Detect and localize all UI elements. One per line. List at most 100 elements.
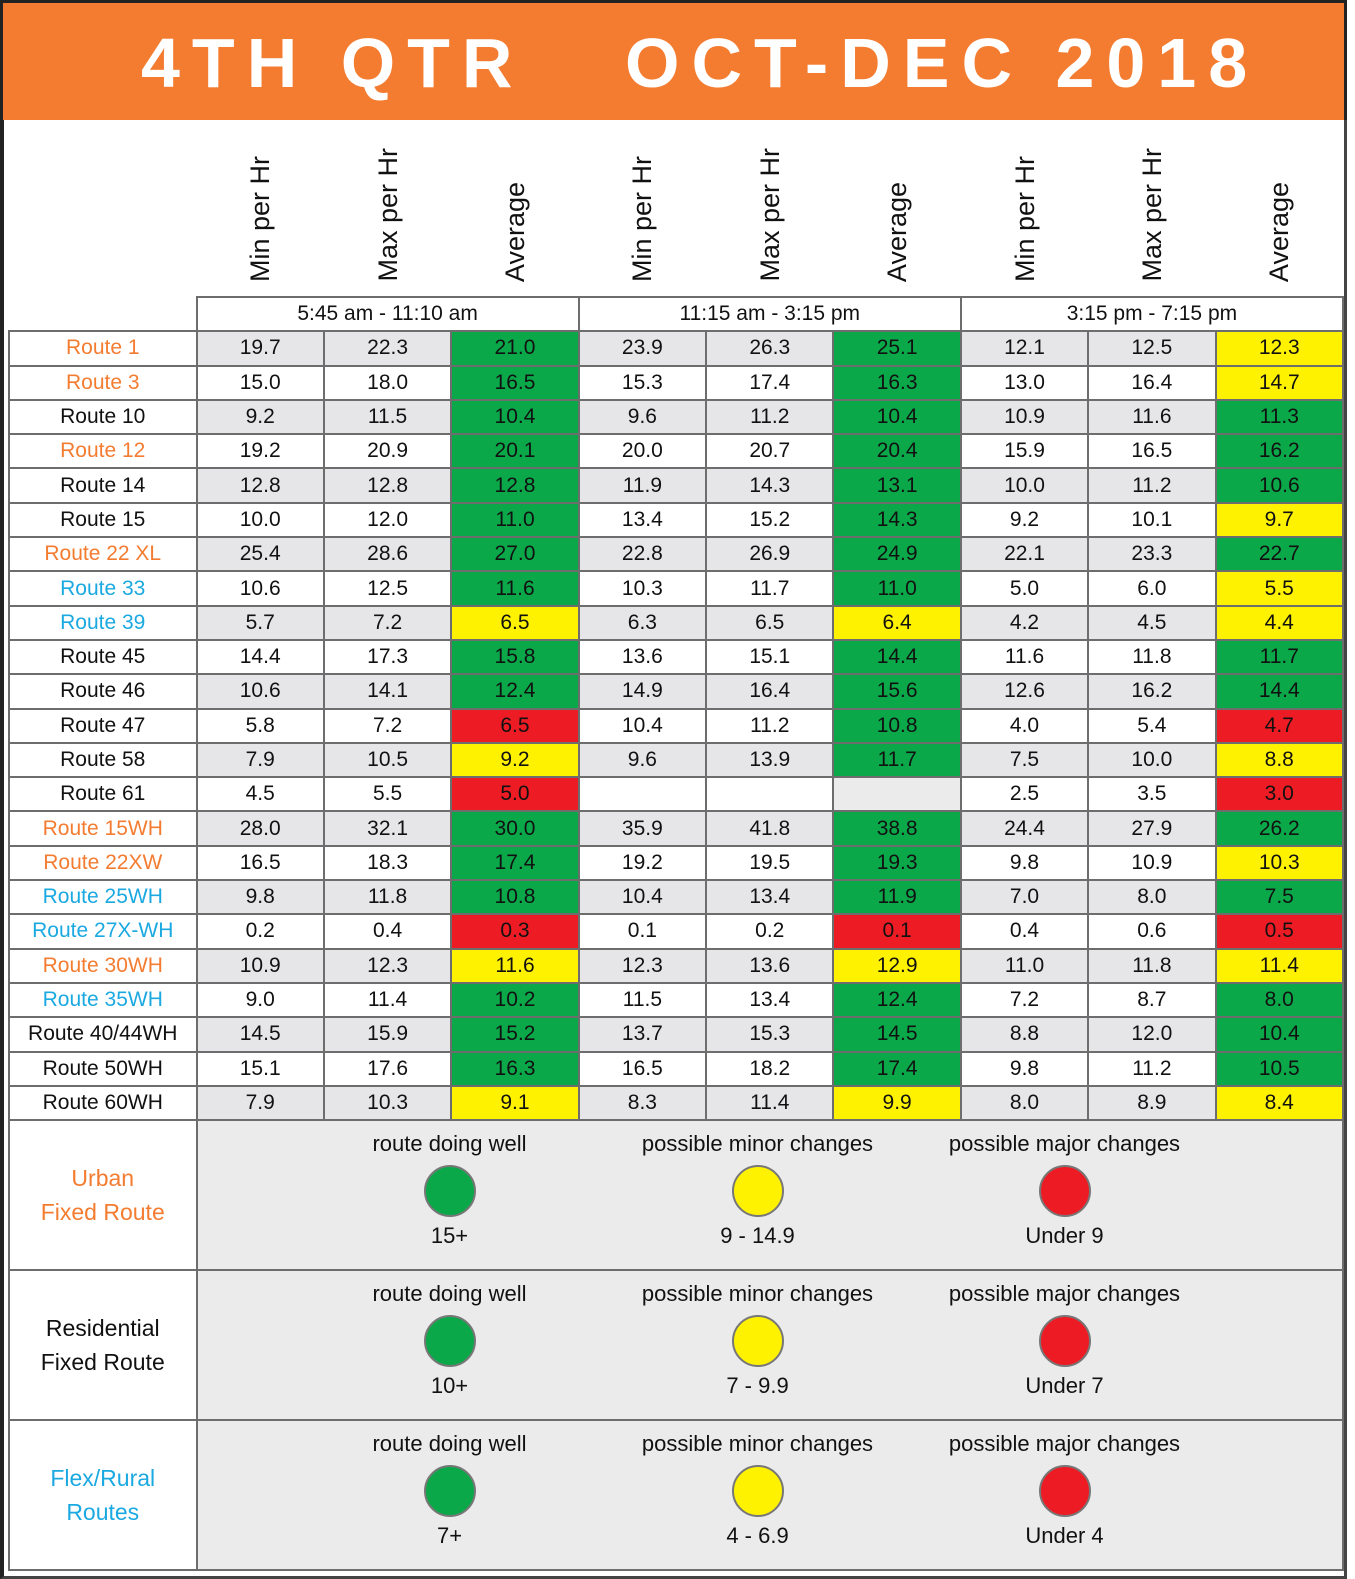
max-cell: 8.9 bbox=[1087, 1084, 1217, 1122]
max-cell bbox=[705, 776, 835, 813]
min-cell: 10.0 bbox=[195, 501, 325, 539]
min-cell: 5.8 bbox=[195, 707, 325, 744]
min-cell: 10.4 bbox=[577, 707, 708, 744]
min-cell: 10.9 bbox=[195, 947, 325, 984]
average-cell: 10.4 bbox=[832, 398, 962, 436]
route-name: Route 12 bbox=[8, 433, 198, 470]
legend-label: route doing well bbox=[372, 1431, 527, 1457]
min-cell: 8.8 bbox=[959, 1016, 1090, 1053]
max-cell: 8.0 bbox=[1087, 879, 1217, 916]
max-cell: 5.4 bbox=[1087, 707, 1217, 744]
min-cell: 22.1 bbox=[959, 536, 1090, 573]
table-row: Route 60WH 7.9 10.3 9.1 8.3 11.4 9.9 8.0 8.9 8.4 bbox=[8, 1084, 1345, 1122]
average-cell: 11.3 bbox=[1214, 398, 1345, 436]
status-circle-icon bbox=[1038, 1465, 1091, 1518]
min-cell: 10.6 bbox=[195, 673, 325, 710]
column-header: Average bbox=[451, 120, 578, 297]
average-cell: 19.3 bbox=[832, 844, 962, 882]
min-cell: 11.6 bbox=[959, 638, 1090, 676]
max-cell: 16.4 bbox=[705, 673, 835, 710]
average-cell: 11.6 bbox=[450, 570, 580, 607]
max-cell: 11.8 bbox=[1087, 947, 1217, 984]
average-cell: 16.3 bbox=[832, 364, 962, 401]
legend-category-line: Fixed Route bbox=[40, 1349, 165, 1376]
max-cell: 8.7 bbox=[1087, 981, 1217, 1019]
max-cell: 10.1 bbox=[1087, 501, 1217, 539]
max-cell: 11.6 bbox=[1087, 398, 1217, 436]
max-cell: 0.4 bbox=[322, 913, 453, 950]
average-cell: 16.5 bbox=[450, 364, 580, 401]
max-cell: 11.2 bbox=[1087, 467, 1217, 504]
table-row: Route 14 12.8 12.8 12.8 11.9 14.3 13.1 10.0 11.2… bbox=[8, 467, 1345, 504]
column-header-label: Max per Hr bbox=[372, 148, 403, 282]
column-header-label: Average bbox=[499, 181, 530, 282]
max-cell: 26.3 bbox=[705, 330, 835, 367]
quarter-title: 4TH QTR bbox=[141, 24, 525, 102]
average-cell: 20.4 bbox=[832, 433, 962, 470]
max-cell: 20.7 bbox=[705, 433, 835, 470]
average-cell: 11.7 bbox=[1214, 638, 1345, 676]
title-banner: 4TH QTR OCT-DEC 2018 bbox=[0, 0, 1347, 120]
min-cell: 4.2 bbox=[959, 604, 1090, 641]
max-cell: 10.3 bbox=[322, 1084, 453, 1122]
route-name: Route 3 bbox=[8, 364, 198, 401]
time-period-header: 5:45 am - 11:10 am bbox=[195, 295, 580, 333]
max-cell: 15.3 bbox=[705, 1016, 835, 1053]
max-cell: 28.6 bbox=[322, 536, 453, 573]
average-cell: 14.5 bbox=[832, 1016, 962, 1053]
column-header-label: Average bbox=[1264, 181, 1295, 282]
max-cell: 11.7 bbox=[705, 570, 835, 607]
min-cell: 12.1 bbox=[959, 330, 1090, 367]
legend-label: route doing well bbox=[372, 1131, 527, 1157]
legend-label: possible major changes bbox=[948, 1281, 1181, 1307]
legend-label: route doing well bbox=[372, 1281, 527, 1307]
max-cell: 18.0 bbox=[322, 364, 453, 401]
table-row: Route 61 4.5 5.5 5.0 2.5 3.5 3.0 bbox=[8, 776, 1345, 813]
min-cell: 13.0 bbox=[959, 364, 1090, 401]
min-cell: 9.6 bbox=[577, 741, 708, 779]
max-cell: 27.9 bbox=[1087, 810, 1217, 847]
max-cell: 5.5 bbox=[322, 776, 453, 813]
route-name: Route 46 bbox=[8, 673, 198, 710]
max-cell: 12.0 bbox=[1087, 1016, 1217, 1053]
max-cell: 11.5 bbox=[322, 398, 453, 436]
route-name: Route 22XW bbox=[8, 844, 198, 882]
table-row: Route 3 15.0 18.0 16.5 15.3 17.4 16.3 13.0 16.4 1… bbox=[8, 364, 1345, 401]
table-row: Route 46 10.6 14.1 12.4 14.9 16.4 15.6 12.6 16.2… bbox=[8, 673, 1345, 710]
min-cell: 12.8 bbox=[195, 467, 325, 504]
status-circle-icon bbox=[423, 1465, 476, 1518]
max-cell: 15.1 bbox=[705, 638, 835, 676]
average-cell: 17.4 bbox=[450, 844, 580, 882]
legend-range: 10+ bbox=[430, 1373, 469, 1399]
legend-label: possible minor changes bbox=[641, 1281, 874, 1307]
status-circle-icon bbox=[423, 1315, 476, 1368]
average-cell: 15.6 bbox=[832, 673, 962, 710]
max-cell: 13.4 bbox=[705, 981, 835, 1019]
min-cell: 25.4 bbox=[195, 536, 325, 573]
route-name: Route 61 bbox=[8, 776, 198, 813]
route-name: Route 39 bbox=[8, 604, 198, 641]
route-name: Route 27X-WH bbox=[8, 913, 198, 950]
min-cell: 8.3 bbox=[577, 1084, 708, 1122]
max-cell: 13.6 bbox=[705, 947, 835, 984]
column-header-label: Max per Hr bbox=[754, 148, 785, 282]
route-name: Route 15 bbox=[8, 501, 198, 539]
column-header: Max per Hr bbox=[324, 120, 451, 297]
average-cell: 21.0 bbox=[450, 330, 580, 367]
min-cell: 15.0 bbox=[195, 364, 325, 401]
route-name: Route 45 bbox=[8, 638, 198, 676]
table-row: Route 30WH 10.9 12.3 11.6 12.3 13.6 12.9 11.0 11… bbox=[8, 947, 1345, 984]
table-row: Route 25WH 9.8 11.8 10.8 10.4 13.4 11.9 7.0 8.0 7… bbox=[8, 879, 1345, 916]
min-cell: 16.5 bbox=[195, 844, 325, 882]
legend-item: route doing well 7+ bbox=[320, 1431, 580, 1549]
table-row: Route 58 7.9 10.5 9.2 9.6 13.9 11.7 7.5 10.0 8.8 bbox=[8, 741, 1345, 779]
average-cell: 3.0 bbox=[1214, 776, 1345, 813]
route-name: Route 1 bbox=[8, 330, 198, 367]
average-cell: 11.9 bbox=[832, 879, 962, 916]
average-cell: 10.6 bbox=[1214, 467, 1345, 504]
column-header: Average bbox=[833, 120, 960, 297]
average-cell: 24.9 bbox=[832, 536, 962, 573]
min-cell: 9.8 bbox=[195, 879, 325, 916]
min-cell: 7.0 bbox=[959, 879, 1090, 916]
route-name: Route 22 XL bbox=[8, 536, 198, 573]
